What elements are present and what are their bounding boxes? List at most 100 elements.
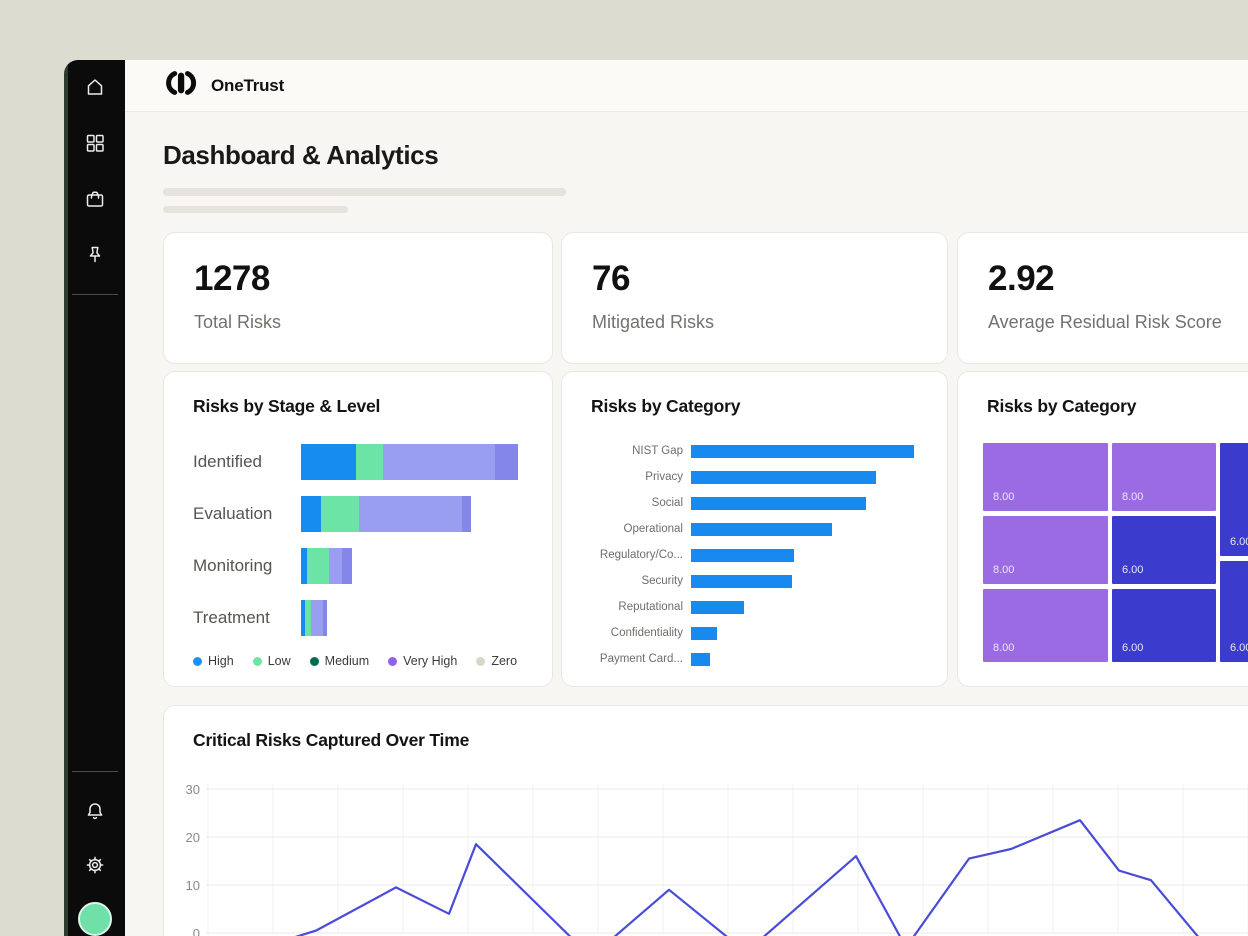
treemap-cell-value: 6.00 bbox=[1122, 642, 1144, 654]
treemap-cell-value: 6.00 bbox=[1230, 536, 1248, 548]
category-bar bbox=[691, 496, 866, 510]
sidebar-item-pinned[interactable] bbox=[75, 244, 115, 268]
skeleton-line bbox=[163, 188, 566, 196]
treemap-cell: 8.00 bbox=[983, 516, 1108, 584]
treemap-cell: 8.00 bbox=[983, 589, 1108, 662]
page-title: Dashboard & Analytics bbox=[163, 140, 439, 170]
treemap-cell-value: 6.00 bbox=[1122, 564, 1144, 576]
treemap-cell: 8.00 bbox=[1112, 443, 1216, 511]
stat-card-total-risks: 1278 Total Risks bbox=[163, 232, 553, 364]
legend-label: Very High bbox=[403, 654, 458, 668]
category-bar bbox=[691, 574, 792, 588]
main-content: Dashboard & Analytics 1278 Total Risks 7… bbox=[125, 112, 1248, 936]
treemap-cell: 6.00 bbox=[1112, 589, 1216, 662]
treemap-cell-value: 8.00 bbox=[993, 491, 1015, 503]
sidebar-item-apps[interactable] bbox=[75, 132, 115, 156]
top-app-bar: OneTrust bbox=[125, 60, 1248, 112]
category-bar bbox=[691, 626, 717, 640]
user-avatar[interactable] bbox=[77, 902, 112, 936]
category-row: NIST Gap bbox=[591, 438, 914, 464]
bar-segment bbox=[495, 444, 518, 480]
sidebar-divider bbox=[71, 771, 118, 772]
settings-button[interactable] bbox=[75, 854, 115, 878]
category-bar bbox=[691, 470, 876, 484]
category-bar bbox=[691, 652, 710, 666]
chart-card-risks-by-category-bars: Risks by Category NIST Gap Privacy Social O… bbox=[561, 371, 948, 687]
category-bar bbox=[691, 444, 914, 458]
bell-icon bbox=[83, 799, 107, 826]
bar-segment bbox=[301, 496, 321, 532]
brand-name: OneTrust bbox=[211, 75, 285, 95]
category-row: Social bbox=[591, 490, 914, 516]
legend-dot bbox=[476, 656, 486, 666]
pin-icon bbox=[83, 243, 107, 270]
sidebar-item-home[interactable] bbox=[75, 76, 115, 100]
category-label: Regulatory/Co... bbox=[599, 549, 683, 561]
stage-category-label: Identified bbox=[193, 452, 262, 471]
gear-icon bbox=[83, 853, 107, 880]
legend-label: Medium bbox=[324, 654, 370, 668]
bar-segment bbox=[329, 548, 342, 584]
legend-item[interactable]: Low bbox=[252, 654, 291, 668]
onetrust-logo-icon bbox=[163, 71, 199, 100]
sidebar-item-projects[interactable] bbox=[75, 188, 115, 212]
stage-category-label: Treatment bbox=[193, 608, 270, 627]
treemap-cell-value: 6.00 bbox=[1230, 642, 1248, 654]
legend-item[interactable]: Very High bbox=[388, 654, 457, 668]
chart-legend: High Low Medium Very High Zero bbox=[193, 654, 517, 668]
y-axis-tick-label: 10 bbox=[185, 878, 200, 893]
stat-value: 1278 bbox=[194, 259, 270, 298]
legend-dot bbox=[193, 656, 202, 666]
stat-value: 76 bbox=[592, 259, 630, 298]
treemap-cell-value: 8.00 bbox=[993, 564, 1015, 576]
chart-title: Risks by Category bbox=[591, 396, 741, 416]
category-row: Operational bbox=[591, 516, 914, 542]
category-label: Social bbox=[651, 497, 683, 509]
chart-title: Risks by Stage & Level bbox=[193, 396, 381, 416]
apps-grid-icon bbox=[83, 131, 107, 158]
stacked-bar bbox=[301, 496, 471, 532]
legend-item[interactable]: Medium bbox=[309, 654, 370, 668]
stage-row: Treatment bbox=[193, 600, 532, 636]
chart-title: Critical Risks Captured Over Time bbox=[193, 730, 470, 750]
stat-card-mitigated-risks: 76 Mitigated Risks bbox=[561, 232, 948, 364]
category-label: Security bbox=[641, 575, 683, 587]
stage-category-label: Monitoring bbox=[193, 556, 273, 575]
category-bar bbox=[691, 522, 832, 536]
notifications-button[interactable] bbox=[75, 800, 115, 824]
category-row: Payment Card... bbox=[591, 646, 914, 672]
category-label: Operational bbox=[623, 523, 683, 535]
legend-dot bbox=[252, 656, 262, 666]
category-label: NIST Gap bbox=[632, 445, 683, 457]
bar-segment bbox=[342, 548, 352, 584]
stacked-bar bbox=[301, 444, 518, 480]
chart-card-risks-by-category-treemap: Risks by Category 8.00 8.00 8.00 8.00 6.00 6.… bbox=[957, 371, 1248, 687]
stacked-bar bbox=[301, 548, 352, 584]
bar-segment bbox=[301, 444, 356, 480]
legend-item[interactable]: High bbox=[193, 654, 234, 668]
legend-item[interactable]: Zero bbox=[476, 654, 517, 668]
category-bar bbox=[691, 600, 744, 614]
stat-label: Total Risks bbox=[194, 312, 282, 332]
stage-row: Evaluation bbox=[193, 496, 532, 532]
app-sidebar bbox=[64, 60, 125, 936]
bar-segment bbox=[311, 600, 323, 636]
bar-chart: NIST Gap Privacy Social Operational Regulato… bbox=[591, 438, 914, 672]
category-label: Confidentiality bbox=[610, 627, 683, 639]
line-series bbox=[294, 819, 1199, 936]
legend-dot bbox=[309, 656, 319, 666]
stage-row: Monitoring bbox=[193, 548, 532, 584]
bar-segment bbox=[301, 548, 307, 584]
bar-segment bbox=[301, 600, 305, 636]
treemap-cell-value: 8.00 bbox=[1122, 491, 1144, 503]
bar-segment bbox=[356, 444, 383, 480]
stacked-bar-chart: Identified Evaluation Monitoring Treatment bbox=[193, 444, 532, 652]
y-axis-tick-label: 20 bbox=[185, 830, 200, 845]
bar-segment bbox=[359, 496, 462, 532]
briefcase-icon bbox=[83, 187, 107, 214]
legend-label: Low bbox=[267, 654, 291, 668]
category-label: Privacy bbox=[645, 471, 683, 483]
stat-card-average-residual-risk: 2.92 Average Residual Risk Score bbox=[957, 232, 1248, 364]
treemap-cell: 8.00 bbox=[983, 443, 1108, 511]
